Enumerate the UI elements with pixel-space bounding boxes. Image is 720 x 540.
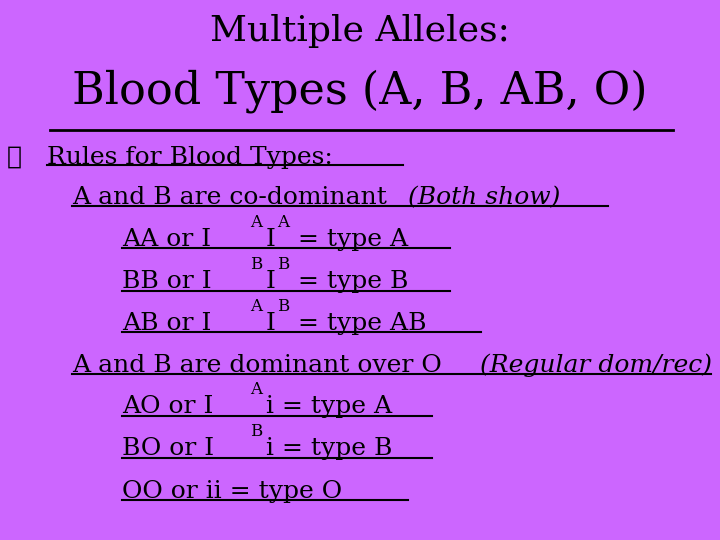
Text: = type AB: = type AB — [290, 312, 427, 335]
Text: A and B are dominant over O: A and B are dominant over O — [72, 354, 450, 377]
Text: A: A — [277, 214, 289, 231]
Text: B: B — [277, 256, 289, 273]
Text: A: A — [250, 381, 262, 398]
Text: ❖: ❖ — [7, 146, 22, 169]
Text: I: I — [266, 228, 276, 251]
Text: Rules for Blood Types:: Rules for Blood Types: — [47, 146, 333, 169]
Text: i = type B: i = type B — [266, 437, 392, 461]
Text: BO or I: BO or I — [122, 437, 215, 461]
Text: A: A — [250, 298, 262, 315]
Text: B: B — [250, 256, 262, 273]
Text: I: I — [266, 312, 276, 335]
Text: = type B: = type B — [290, 270, 408, 293]
Text: (Both show): (Both show) — [408, 186, 561, 210]
Text: B: B — [277, 298, 289, 315]
Text: B: B — [250, 423, 262, 440]
Text: (Regular dom/rec): (Regular dom/rec) — [480, 354, 712, 377]
Text: OO or ii = type O: OO or ii = type O — [122, 480, 343, 503]
Text: AB or I: AB or I — [122, 312, 212, 335]
Text: AA or I: AA or I — [122, 228, 212, 251]
Text: AO or I: AO or I — [122, 395, 214, 418]
Text: BB or I: BB or I — [122, 270, 212, 293]
Text: = type A: = type A — [290, 228, 408, 251]
Text: I: I — [266, 270, 276, 293]
Text: Multiple Alleles:: Multiple Alleles: — [210, 14, 510, 48]
Text: A and B are co-dominant: A and B are co-dominant — [72, 186, 395, 210]
Text: i = type A: i = type A — [266, 395, 392, 418]
Text: A: A — [250, 214, 262, 231]
Text: Blood Types (A, B, AB, O): Blood Types (A, B, AB, O) — [72, 69, 648, 113]
